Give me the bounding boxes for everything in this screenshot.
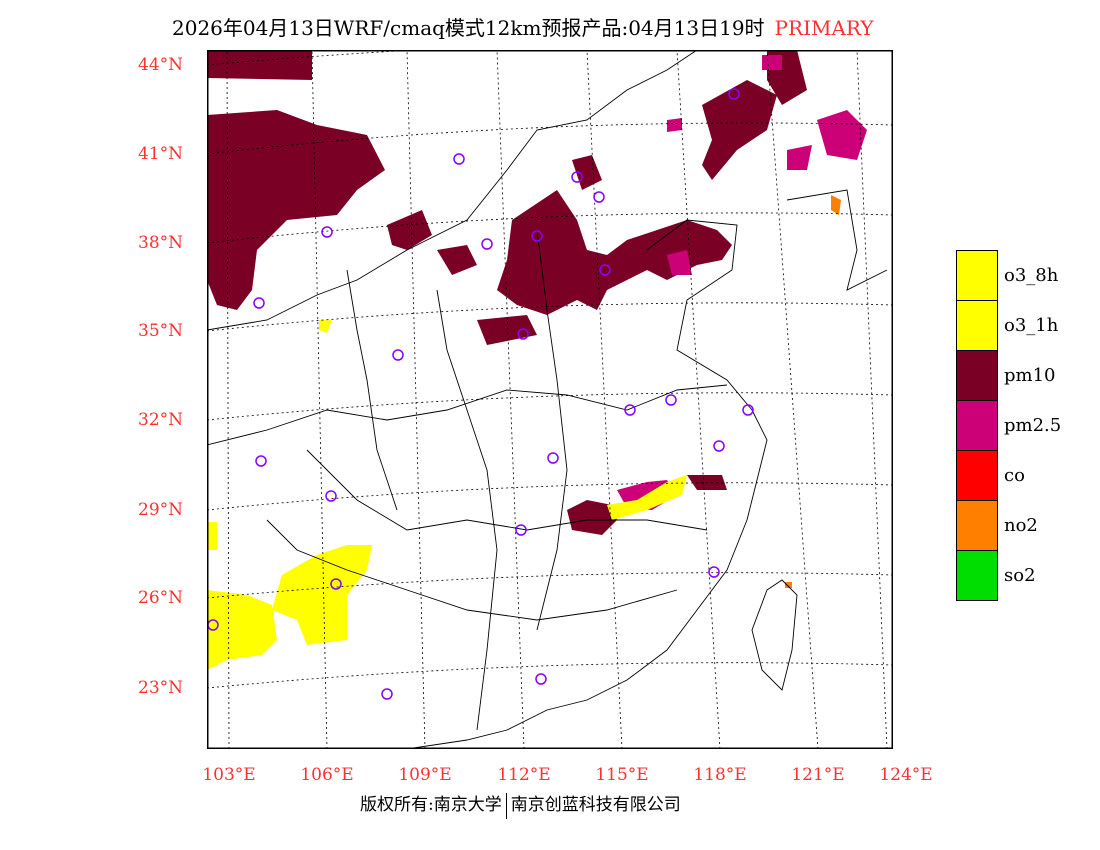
legend-swatch bbox=[956, 300, 998, 350]
map-frame bbox=[207, 50, 893, 749]
legend-swatch bbox=[956, 450, 998, 500]
legend: o3_8h o3_1h pm10 pm2.5 co no2 so2 bbox=[956, 250, 1061, 601]
lon-label: 118°E bbox=[693, 765, 747, 785]
map-title: 2026年04月13日WRF/cmaq模式12km预报产品:04月13日19时 P… bbox=[172, 12, 874, 41]
product-label: PRIMARY bbox=[774, 16, 874, 40]
legend-item: o3_1h bbox=[956, 300, 1061, 350]
lat-label: 32°N bbox=[138, 410, 184, 430]
lat-label: 23°N bbox=[138, 678, 184, 698]
lat-label: 41°N bbox=[138, 144, 184, 164]
copyright-footer: 版权所有:南京大学 南京创蓝科技有限公司 bbox=[360, 790, 681, 819]
divider bbox=[505, 792, 507, 819]
pollution-map bbox=[207, 50, 893, 749]
lon-label: 115°E bbox=[595, 765, 649, 785]
legend-swatch bbox=[956, 400, 998, 450]
lon-label: 106°E bbox=[300, 765, 354, 785]
lat-label: 38°N bbox=[138, 233, 184, 253]
legend-swatch bbox=[956, 549, 998, 601]
legend-item: co bbox=[956, 450, 1061, 500]
legend-label: co bbox=[1004, 464, 1025, 486]
legend-label: o3_1h bbox=[1004, 314, 1059, 336]
legend-swatch bbox=[956, 250, 998, 300]
monitoring-stations bbox=[207, 88, 754, 700]
legend-item: pm10 bbox=[956, 350, 1061, 400]
legend-label: pm10 bbox=[1004, 364, 1056, 386]
legend-item: o3_8h bbox=[956, 250, 1061, 300]
o3-areas bbox=[207, 320, 687, 670]
lon-label: 121°E bbox=[791, 765, 845, 785]
legend-item: pm2.5 bbox=[956, 400, 1061, 450]
boundaries bbox=[207, 50, 888, 749]
legend-item: so2 bbox=[956, 549, 1061, 601]
pm10-areas bbox=[207, 50, 807, 535]
legend-swatch bbox=[956, 500, 998, 550]
lat-label: 35°N bbox=[138, 321, 184, 341]
lat-label: 29°N bbox=[138, 500, 184, 520]
lat-label: 26°N bbox=[138, 588, 184, 608]
graticule bbox=[207, 50, 893, 749]
lon-label: 124°E bbox=[879, 765, 933, 785]
lon-label: 103°E bbox=[202, 765, 256, 785]
legend-label: pm2.5 bbox=[1004, 414, 1062, 436]
legend-label: o3_8h bbox=[1004, 264, 1059, 286]
copyright-owner: 版权所有:南京大学 bbox=[360, 795, 502, 815]
legend-item: no2 bbox=[956, 500, 1061, 550]
legend-label: no2 bbox=[1004, 514, 1038, 536]
copyright-company: 南京创蓝科技有限公司 bbox=[510, 795, 681, 815]
lat-label: 44°N bbox=[138, 55, 184, 75]
lon-label: 112°E bbox=[497, 765, 551, 785]
title-text: 2026年04月13日WRF/cmaq模式12km预报产品:04月13日19时 bbox=[172, 16, 765, 40]
legend-swatch bbox=[956, 350, 998, 400]
no2-areas bbox=[785, 195, 841, 588]
lon-label: 109°E bbox=[398, 765, 452, 785]
legend-label: so2 bbox=[1004, 564, 1036, 586]
